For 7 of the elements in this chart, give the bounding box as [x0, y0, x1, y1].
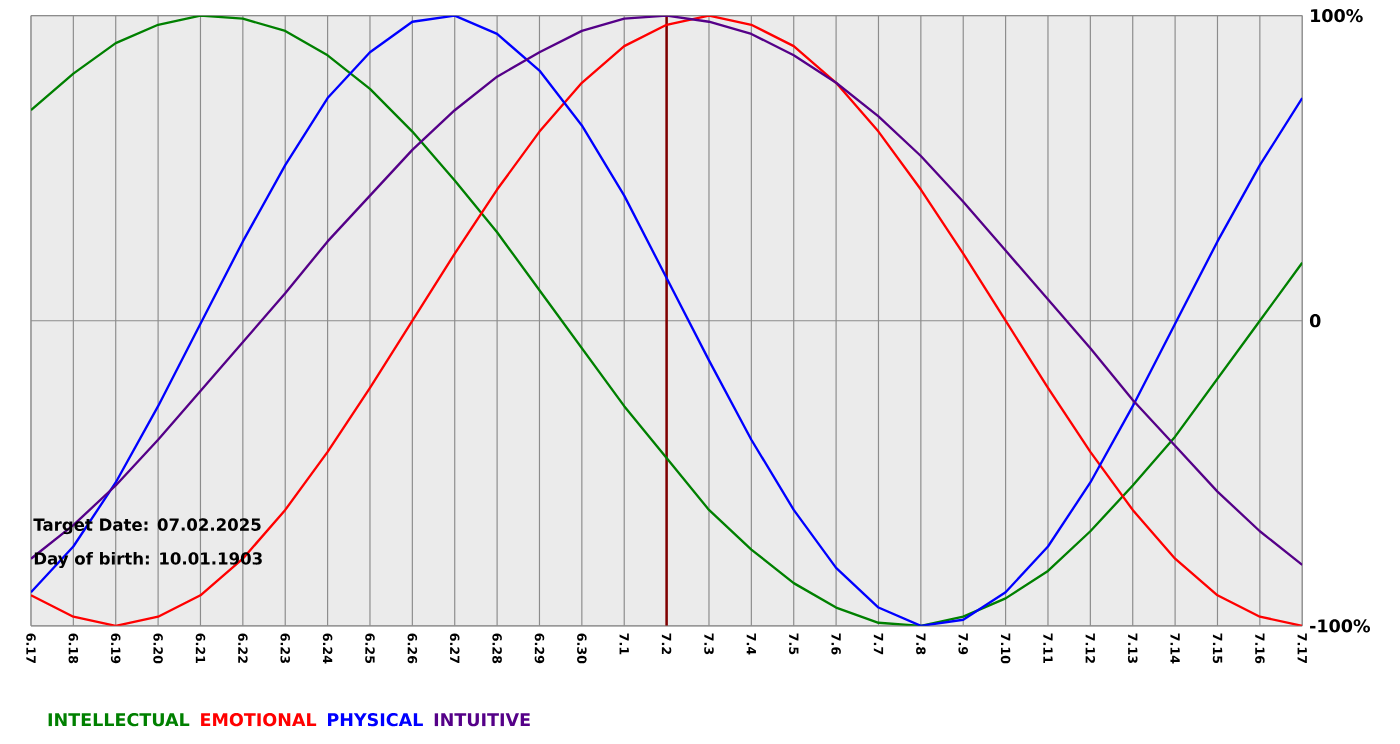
y-tick-label: -100% [1310, 619, 1371, 633]
text: INTUITIVE [434, 713, 530, 727]
text: INTELLECTUAL [48, 713, 190, 727]
y-tick-label: 0 [1309, 314, 1321, 328]
text: PHYSICAL [328, 713, 423, 727]
text: EMOTIONAL [201, 713, 317, 727]
y-tick-label: 100% [1311, 9, 1363, 23]
